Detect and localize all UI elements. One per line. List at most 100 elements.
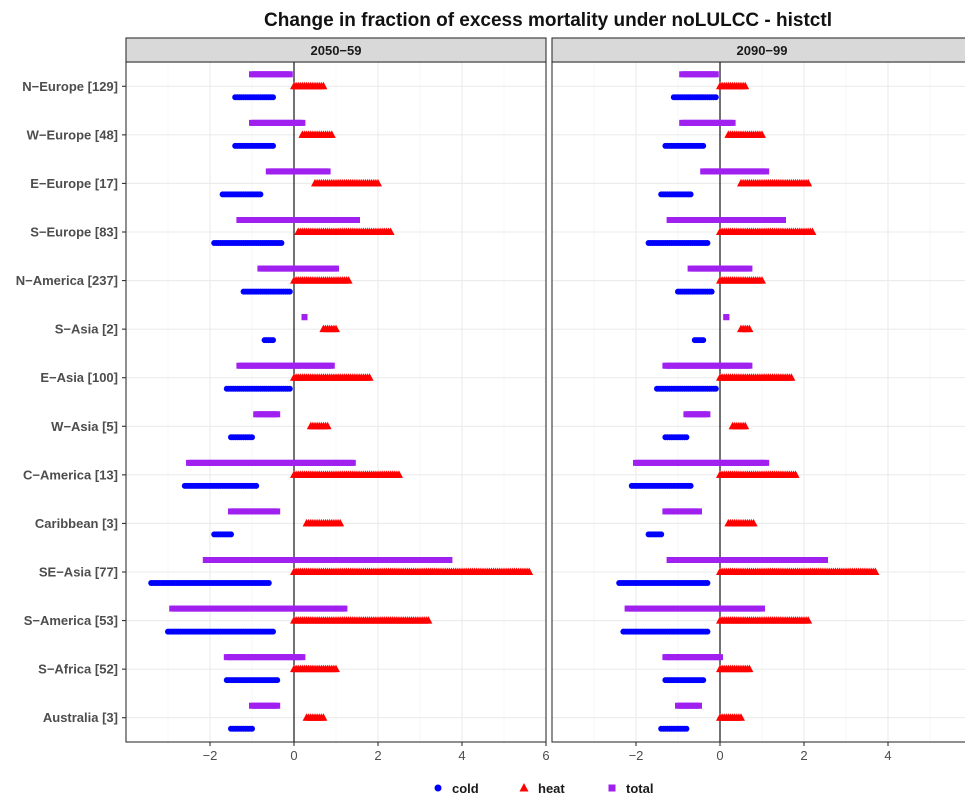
cold-point xyxy=(700,142,707,149)
total-point xyxy=(729,119,736,126)
heat-point xyxy=(741,81,750,90)
total-point xyxy=(328,362,335,369)
facet-strip-label: 2090−99 xyxy=(737,43,788,58)
total-point xyxy=(274,411,281,418)
total-point xyxy=(746,265,753,272)
total-point xyxy=(286,71,293,78)
total-point xyxy=(299,119,306,126)
legend-cold-key xyxy=(434,784,442,792)
heat-point xyxy=(424,616,433,624)
x-tick-label: 6 xyxy=(542,748,549,763)
cold-point xyxy=(704,240,711,246)
cold-point xyxy=(687,191,694,198)
heat-point xyxy=(745,664,754,673)
heat-point xyxy=(758,130,766,138)
heat-point xyxy=(332,324,340,333)
x-tick-label: 0 xyxy=(716,748,723,763)
heat-point xyxy=(319,713,328,721)
heat-point xyxy=(871,567,880,575)
cold-point xyxy=(704,628,711,635)
heat-point xyxy=(336,518,345,527)
cold-point xyxy=(687,482,694,489)
y-tick-label: E−Europe [17] xyxy=(30,176,118,191)
cold-point xyxy=(712,385,719,392)
x-tick-label: −2 xyxy=(203,748,218,763)
heat-point xyxy=(749,518,758,527)
heat-point xyxy=(374,178,382,187)
heat-point xyxy=(737,713,745,721)
heat-point xyxy=(791,470,800,478)
cold-point xyxy=(270,142,276,149)
x-tick-label: 2 xyxy=(800,748,807,763)
total-point xyxy=(759,605,765,612)
y-tick-label: Caribbean [3] xyxy=(35,516,118,531)
total-point xyxy=(717,654,723,661)
heat-point xyxy=(808,227,817,235)
heat-point xyxy=(787,373,796,381)
total-point xyxy=(341,605,348,612)
cold-point xyxy=(270,628,276,635)
legend: cold heat total xyxy=(434,781,653,796)
total-point xyxy=(274,508,281,515)
cold-point xyxy=(274,677,281,684)
heat-point xyxy=(525,567,534,575)
y-tick-label: W−Europe [48] xyxy=(27,127,118,142)
cold-point xyxy=(700,337,707,344)
total-point xyxy=(822,557,828,563)
panel-0: 2050−59 −2 0 2 4 6 xyxy=(125,37,550,763)
x-tick-label: −2 xyxy=(629,748,644,763)
cold-point xyxy=(286,385,293,392)
total-point xyxy=(274,702,281,709)
cold-point xyxy=(708,288,715,295)
x-tick-label: 2 xyxy=(374,748,381,763)
x-tick-label: 4 xyxy=(458,748,465,763)
cold-point xyxy=(270,94,276,101)
y-tick-label: S−Asia [2] xyxy=(55,322,118,337)
y-tick-label: C−America [13] xyxy=(23,467,118,482)
total-point xyxy=(746,362,753,369)
heat-point xyxy=(745,324,754,333)
y-tick-label: W−Asia [5] xyxy=(51,419,118,434)
cold-point xyxy=(704,580,711,586)
y-tick-label: N−America [237] xyxy=(16,273,118,288)
y-tick-label: N−Europe [129] xyxy=(22,79,118,94)
heat-point xyxy=(804,178,813,187)
y-tick-label: S−Africa [52] xyxy=(38,662,118,677)
cold-point xyxy=(683,725,690,732)
legend-heat-key xyxy=(519,783,529,792)
total-point xyxy=(696,702,702,709)
legend-total-key xyxy=(608,784,616,792)
cold-point xyxy=(683,434,690,441)
total-point xyxy=(301,314,308,321)
total-point xyxy=(299,654,306,661)
total-point xyxy=(763,168,770,175)
total-point xyxy=(712,71,719,78)
heat-point xyxy=(327,130,336,138)
cold-point xyxy=(253,482,260,489)
total-point xyxy=(349,459,356,466)
total-point xyxy=(780,217,786,223)
cold-point xyxy=(249,725,255,732)
heat-point xyxy=(323,421,332,430)
facet-strip xyxy=(125,37,547,63)
heat-point xyxy=(344,276,353,284)
y-tick-label: SE−Asia [77] xyxy=(39,565,118,580)
heat-point xyxy=(804,616,813,624)
x-tick-label: 0 xyxy=(290,748,297,763)
facet-strip xyxy=(551,37,965,63)
facet-strip-label: 2050−59 xyxy=(311,43,362,58)
total-point xyxy=(333,265,339,272)
cold-point xyxy=(249,434,255,441)
y-tick-label: S−Europe [83] xyxy=(30,225,118,240)
legend-cold-label: cold xyxy=(452,781,479,796)
heat-point xyxy=(365,373,374,381)
total-point xyxy=(324,168,331,175)
cold-point xyxy=(265,580,272,586)
heat-point xyxy=(386,227,395,235)
heat-point xyxy=(758,276,766,284)
cold-point xyxy=(278,240,285,246)
legend-total-label: total xyxy=(626,781,653,796)
